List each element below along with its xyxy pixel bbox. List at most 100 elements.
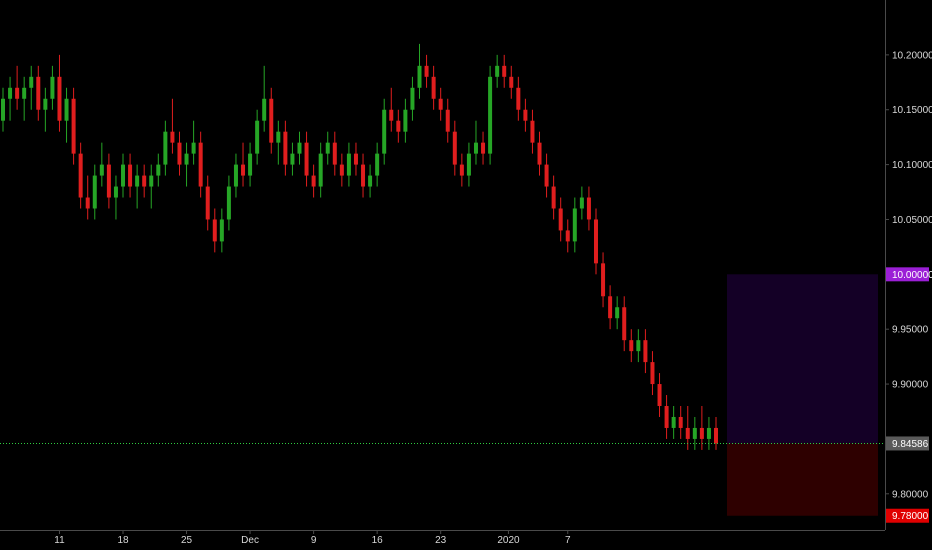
candle-body[interactable]	[636, 340, 641, 352]
candle-body[interactable]	[601, 263, 606, 297]
candle-body[interactable]	[452, 131, 457, 165]
candle-body[interactable]	[233, 164, 238, 187]
candle-body[interactable]	[459, 164, 464, 176]
candle-body[interactable]	[657, 384, 662, 407]
candle-body[interactable]	[290, 153, 295, 165]
candle-body[interactable]	[121, 164, 126, 187]
candle-body[interactable]	[579, 197, 584, 209]
candle-body[interactable]	[219, 219, 224, 242]
candle-body[interactable]	[678, 416, 683, 428]
candle-body[interactable]	[417, 65, 422, 88]
candle-body[interactable]	[57, 76, 62, 121]
candle-body[interactable]	[368, 175, 373, 187]
candle-body[interactable]	[664, 406, 669, 428]
candle-body[interactable]	[8, 87, 13, 99]
candle-body[interactable]	[396, 120, 401, 132]
time-axis[interactable]: 11 18 25 Dec 9 16 23 2020 7	[54, 530, 571, 546]
candle-body[interactable]	[156, 164, 161, 176]
candle-body[interactable]	[339, 164, 344, 176]
candle-body[interactable]	[78, 153, 83, 198]
candle-body[interactable]	[692, 427, 697, 439]
candle-body[interactable]	[714, 427, 718, 444]
candle-body[interactable]	[565, 230, 570, 242]
candle-body[interactable]	[64, 98, 69, 121]
candle-body[interactable]	[177, 142, 182, 165]
plot-area[interactable]	[0, 43, 885, 516]
candle-body[interactable]	[516, 87, 521, 110]
candle-body[interactable]	[495, 65, 500, 77]
candle-body[interactable]	[523, 109, 528, 121]
candle-body[interactable]	[629, 340, 634, 352]
candle-body[interactable]	[149, 175, 154, 187]
stop-zone[interactable]	[727, 443, 878, 516]
candle-body[interactable]	[212, 219, 217, 242]
candle-body[interactable]	[403, 109, 408, 132]
candle-body[interactable]	[22, 87, 27, 99]
candle-body[interactable]	[544, 164, 549, 187]
candle-body[interactable]	[241, 164, 246, 176]
candle-body[interactable]	[502, 65, 507, 77]
candle-body[interactable]	[142, 175, 147, 187]
candle-body[interactable]	[318, 153, 323, 187]
candle-body[interactable]	[99, 164, 104, 176]
candle-body[interactable]	[424, 65, 429, 77]
candle-body[interactable]	[92, 175, 97, 209]
candle-body[interactable]	[135, 175, 140, 187]
candle-body[interactable]	[361, 164, 366, 187]
candle-body[interactable]	[615, 307, 620, 319]
candle-body[interactable]	[551, 186, 556, 209]
candle-body[interactable]	[650, 362, 655, 385]
candle-body[interactable]	[346, 153, 351, 176]
candle-body[interactable]	[43, 98, 48, 110]
candle-body[interactable]	[269, 98, 274, 143]
candle-body[interactable]	[685, 427, 690, 439]
candle-body[interactable]	[170, 131, 175, 143]
candle-body[interactable]	[276, 131, 281, 143]
candle-body[interactable]	[205, 186, 210, 220]
candle-body[interactable]	[382, 109, 387, 154]
candle-body[interactable]	[248, 153, 253, 176]
candle-body[interactable]	[530, 120, 535, 143]
candle-body[interactable]	[466, 153, 471, 176]
candle-body[interactable]	[85, 197, 90, 209]
candle-body[interactable]	[558, 208, 563, 231]
candle-body[interactable]	[509, 76, 514, 88]
candle-body[interactable]	[537, 142, 542, 165]
candle-body[interactable]	[71, 98, 76, 154]
candle-body[interactable]	[699, 427, 704, 439]
candle-body[interactable]	[15, 87, 20, 99]
candle-body[interactable]	[488, 76, 493, 154]
candle-body[interactable]	[1, 98, 5, 121]
candle-body[interactable]	[608, 296, 613, 319]
candle-body[interactable]	[445, 109, 450, 132]
candle-body[interactable]	[36, 76, 41, 110]
candle-body[interactable]	[473, 142, 478, 154]
candle-body[interactable]	[304, 142, 309, 176]
target-zone[interactable]	[727, 274, 878, 444]
candle-body[interactable]	[572, 208, 577, 242]
candle-body[interactable]	[389, 109, 394, 121]
price-axis[interactable]: 10.20000 10.15000 10.10000 10.05000 9.95000 9…	[885, 50, 932, 500]
candle-body[interactable]	[29, 76, 34, 88]
candle-body[interactable]	[438, 98, 443, 110]
candle-body[interactable]	[410, 87, 415, 110]
candle-body[interactable]	[593, 219, 598, 264]
candle-body[interactable]	[431, 76, 436, 99]
candle-body[interactable]	[586, 197, 591, 220]
candle-body[interactable]	[622, 307, 627, 341]
candle-body[interactable]	[226, 186, 231, 220]
candle-body[interactable]	[643, 340, 648, 363]
candle-body[interactable]	[375, 153, 380, 176]
candle-body[interactable]	[106, 164, 111, 198]
candle-body[interactable]	[311, 175, 316, 187]
candle-body[interactable]	[671, 416, 676, 428]
candle-body[interactable]	[184, 153, 189, 165]
candle-body[interactable]	[113, 186, 118, 198]
candle-body[interactable]	[163, 131, 168, 165]
candle-body[interactable]	[332, 142, 337, 165]
candle-body[interactable]	[325, 142, 330, 154]
candle-body[interactable]	[262, 98, 267, 121]
candle-body[interactable]	[128, 164, 133, 187]
candle-body[interactable]	[255, 120, 260, 154]
